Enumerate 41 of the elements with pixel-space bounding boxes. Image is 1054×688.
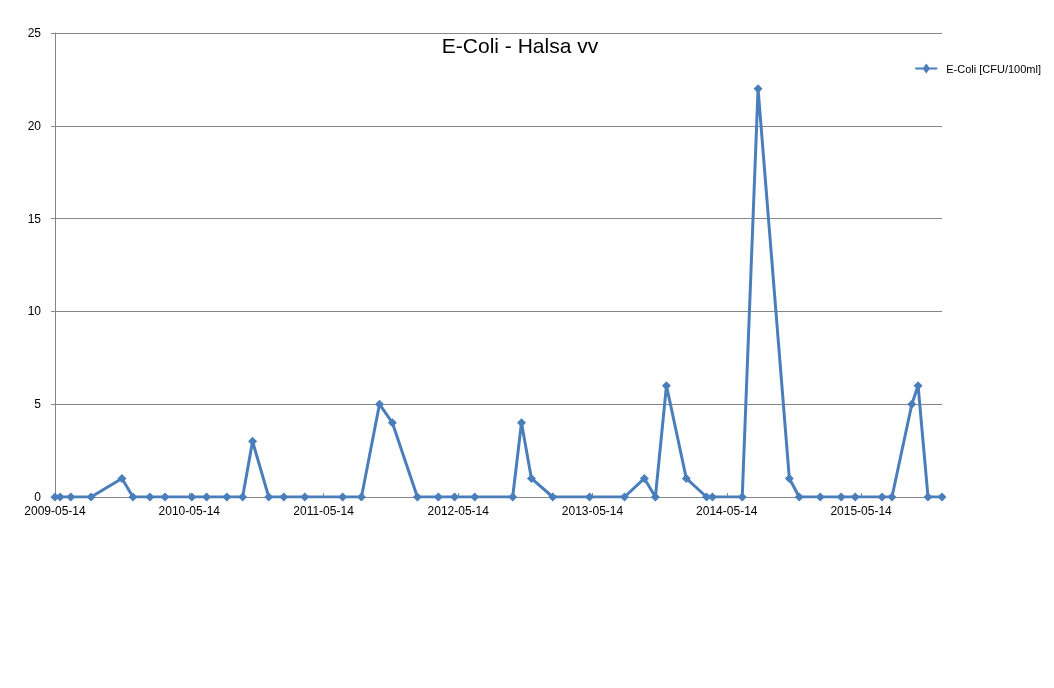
x-tick-label: 2014-05-14 [696, 504, 758, 518]
x-tick-label: 2015-05-14 [830, 504, 893, 518]
point [300, 492, 310, 502]
x-tick-label: 2012-05-14 [427, 504, 490, 518]
point [620, 492, 629, 502]
point [128, 492, 138, 502]
point [794, 492, 804, 502]
point [145, 492, 155, 502]
point [877, 492, 887, 502]
point [887, 492, 897, 502]
point [279, 492, 289, 502]
point [86, 492, 96, 502]
y-tick-label: 20 [27, 118, 42, 133]
point [937, 492, 947, 502]
y-tick-label: 25 [27, 26, 42, 40]
point [526, 473, 536, 483]
point [187, 492, 197, 502]
legend-label: E-Coli [CFU/100ml] [946, 62, 1042, 75]
point [923, 492, 933, 502]
point [412, 492, 422, 502]
point [222, 492, 232, 502]
point [117, 473, 127, 483]
point [907, 399, 917, 409]
point [681, 473, 691, 483]
y-tick-label: 15 [27, 211, 42, 226]
point [387, 418, 397, 428]
chart-title: E-Coli - Halsa vv [441, 34, 599, 57]
point [639, 473, 649, 483]
point [238, 492, 248, 502]
x-tick-label: 2011-05-14 [293, 504, 355, 518]
point [160, 492, 170, 502]
y-tick-label: 5 [34, 397, 42, 412]
x-tick-label: 2009-05-14 [24, 504, 87, 518]
point [850, 492, 860, 502]
point [66, 492, 76, 502]
y-tick-label: 10 [27, 304, 42, 319]
point [508, 492, 518, 502]
y-tick-label: 0 [34, 490, 42, 504]
x-tick-label: 2010-05-14 [158, 504, 221, 518]
x-tick-label: 2013-05-14 [561, 504, 624, 518]
point [836, 492, 846, 502]
